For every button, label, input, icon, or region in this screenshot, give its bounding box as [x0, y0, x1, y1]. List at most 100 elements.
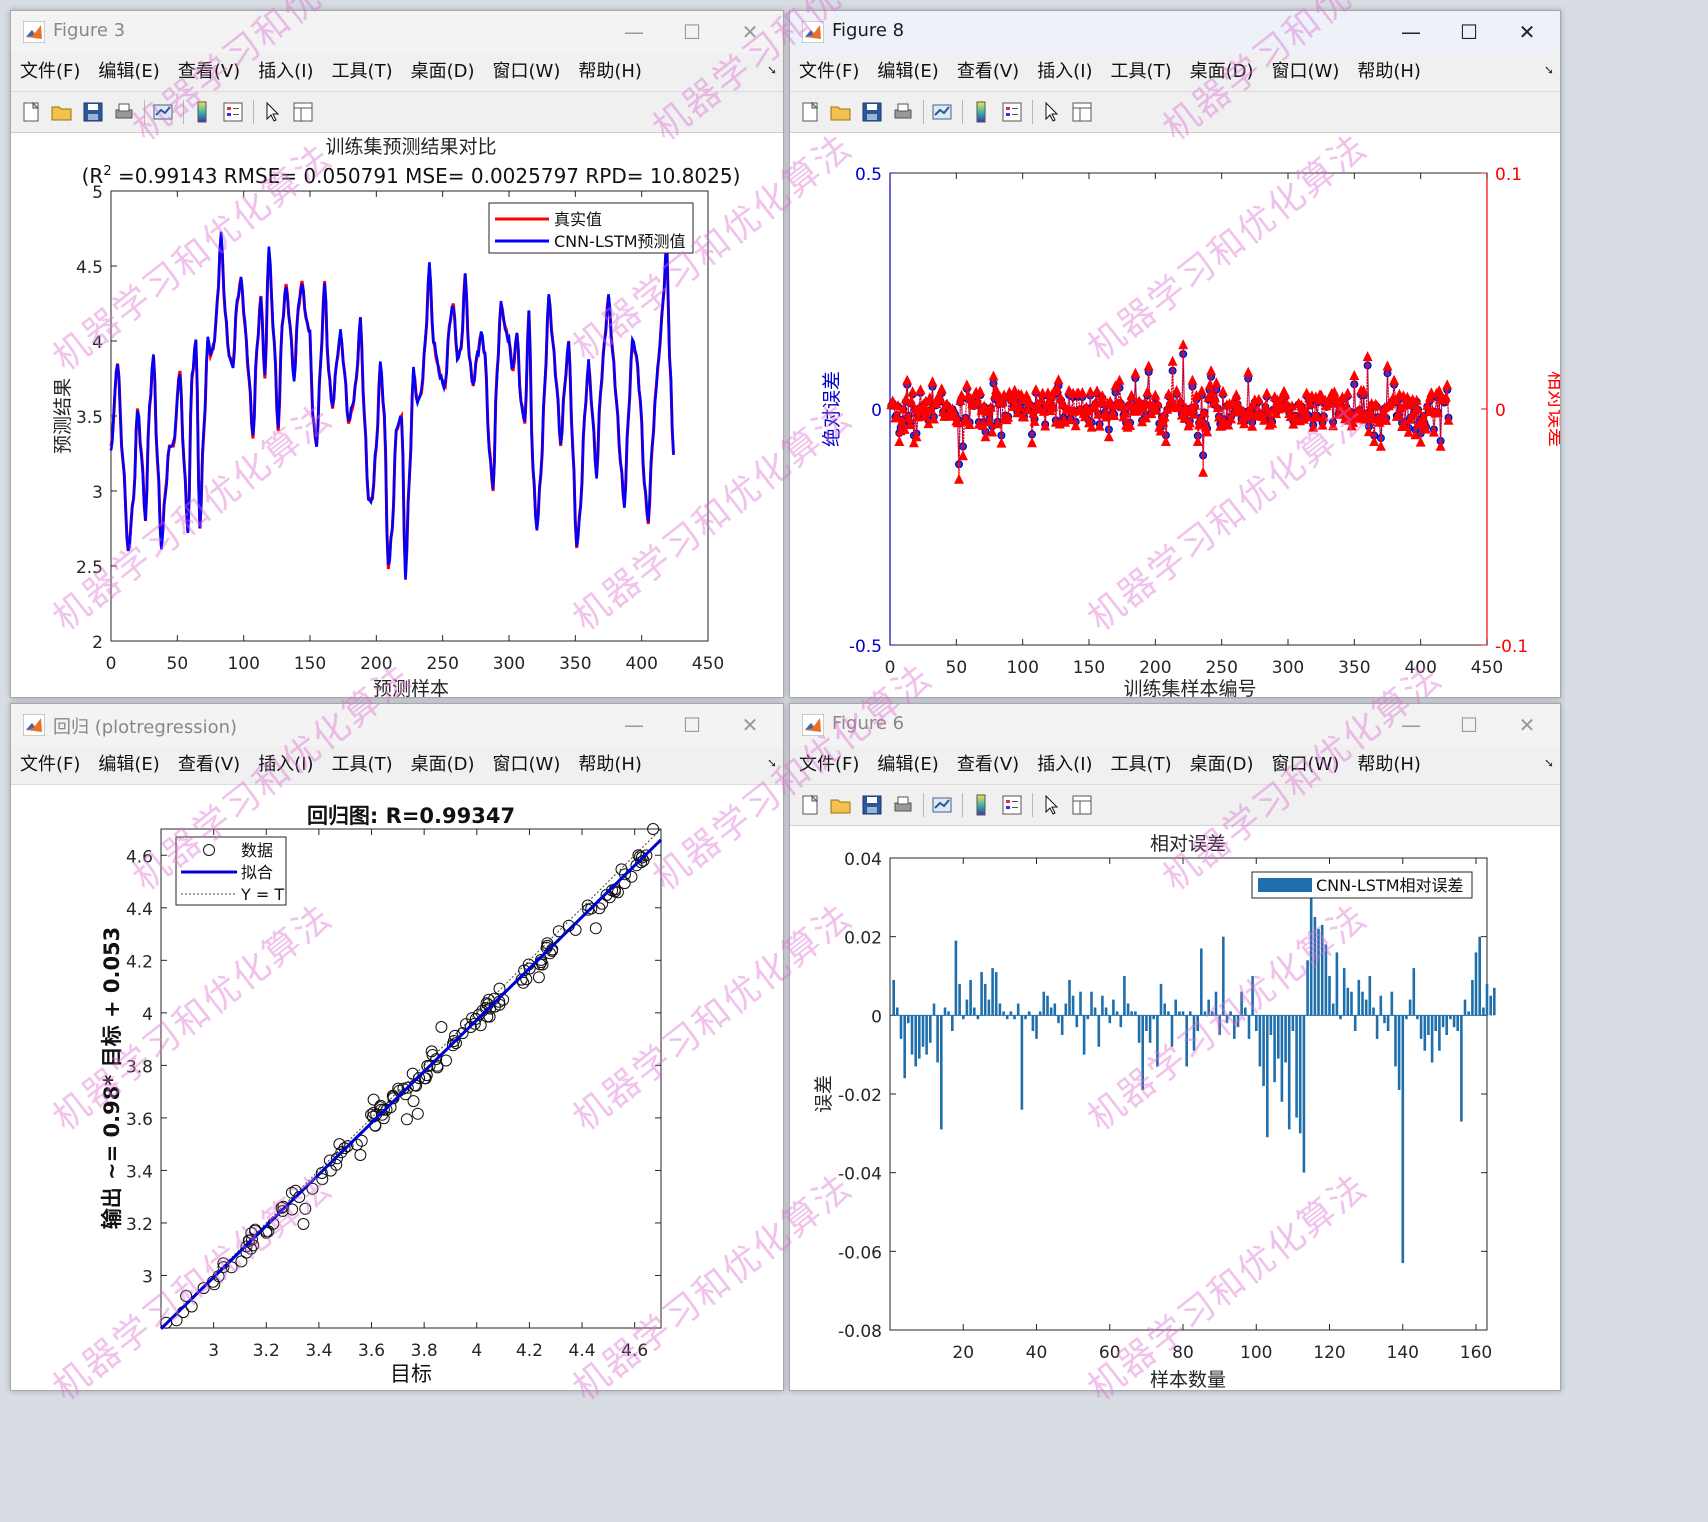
menu-item-7[interactable]: 帮助(H)	[1357, 61, 1421, 82]
print-icon[interactable]	[891, 100, 915, 124]
insert-colorbar-icon[interactable]	[969, 793, 993, 817]
title-bar[interactable]: Figure 8 — ☐ ✕	[790, 11, 1560, 53]
menu-item-7[interactable]: 帮助(H)	[578, 754, 642, 775]
insert-legend-icon[interactable]	[221, 100, 245, 124]
bar	[1108, 1015, 1112, 1024]
insert-colorbar-icon[interactable]	[190, 100, 214, 124]
menu-item-0[interactable]: 文件(F)	[20, 61, 81, 82]
menu-item-4[interactable]: 工具(T)	[1110, 61, 1172, 82]
legend[interactable]: 真实值 CNN-LSTM预测值	[488, 202, 694, 254]
figure6-axes[interactable]: 相对误差 20 40 60 80 100 120 140 160 -0.08 -0.06 -0.04 -…	[790, 826, 1560, 1390]
title-bar[interactable]: Figure 3 — ☐ ✕	[11, 11, 783, 53]
menu-item-0[interactable]: 文件(F)	[799, 61, 860, 82]
minimize-icon[interactable]: —	[624, 20, 644, 44]
print-icon[interactable]	[112, 100, 136, 124]
close-icon[interactable]: ✕	[1518, 713, 1536, 737]
x-axis-label: 目标	[390, 1362, 432, 1386]
maximize-icon[interactable]: ☐	[1460, 20, 1478, 44]
figure8-axes[interactable]: 0 50 100 150 200 250 300 350 400 450-0.500.5-0.10…	[790, 133, 1560, 697]
menu-item-7[interactable]: 帮助(H)	[1357, 754, 1421, 775]
menu-item-6[interactable]: 窗口(W)	[1271, 61, 1340, 82]
figure6-window[interactable]: Figure 6 — ☐ ✕ 文件(F) 编辑(E) 查看(V) 插入(I) 工具(T)…	[789, 703, 1561, 1391]
maximize-icon[interactable]: ☐	[1460, 713, 1478, 737]
maximize-icon[interactable]: ☐	[683, 713, 701, 737]
menu-item-0[interactable]: 文件(F)	[20, 754, 81, 775]
data-point	[180, 1290, 193, 1302]
menu-item-6[interactable]: 窗口(W)	[492, 754, 561, 775]
insert-legend-icon[interactable]	[1000, 100, 1024, 124]
link-plot-icon[interactable]	[930, 793, 954, 817]
figure3-window[interactable]: Figure 3 — ☐ ✕ 文件(F) 编辑(E) 查看(V) 插入(I) 工具(T)…	[10, 10, 784, 698]
menu-item-4[interactable]: 工具(T)	[1110, 754, 1172, 775]
save-icon[interactable]	[860, 793, 884, 817]
figure3-axes[interactable]: 训练集预测结果对比 (R2 =0.99143 RMSE= 0.050791 MSE…	[11, 133, 783, 697]
property-inspector-icon[interactable]	[1070, 793, 1094, 817]
menu-item-6[interactable]: 窗口(W)	[1271, 754, 1340, 775]
menu-item-5[interactable]: 桌面(D)	[410, 61, 475, 82]
open-file-icon[interactable]	[50, 100, 74, 124]
menu-item-2[interactable]: 查看(V)	[956, 61, 1020, 82]
regression-axes[interactable]: 回归图: R=0.99347 3 3.2 3.4 3.6 3.8 4 4.2 4.4 4.6 3 3.…	[11, 785, 783, 1389]
menu-item-5[interactable]: 桌面(D)	[410, 754, 475, 775]
close-icon[interactable]: ✕	[741, 713, 759, 737]
rel-error-point	[1178, 339, 1189, 350]
menu-item-0[interactable]: 文件(F)	[799, 754, 860, 775]
new-figure-icon[interactable]	[19, 100, 43, 124]
open-file-icon[interactable]	[829, 793, 853, 817]
minimize-icon[interactable]: —	[1401, 20, 1421, 44]
menu-item-4[interactable]: 工具(T)	[331, 754, 393, 775]
dock-arrow-icon[interactable]: ➘	[1543, 756, 1554, 770]
menu-item-2[interactable]: 查看(V)	[177, 754, 241, 775]
rel-error-point	[1329, 386, 1340, 397]
regression-window[interactable]: 回归 (plotregression) — ☐ ✕ 文件(F) 编辑(E) 查看(V…	[10, 703, 784, 1391]
open-file-icon[interactable]	[829, 100, 853, 124]
insert-legend-icon[interactable]	[1000, 793, 1024, 817]
menu-item-6[interactable]: 窗口(W)	[492, 61, 561, 82]
save-icon[interactable]	[81, 100, 105, 124]
insert-colorbar-icon[interactable]	[969, 100, 993, 124]
figure8-window[interactable]: Figure 8 — ☐ ✕ 文件(F) 编辑(E) 查看(V) 插入(I) 工具(T)…	[789, 10, 1561, 698]
minimize-icon[interactable]: —	[624, 713, 644, 737]
new-figure-icon[interactable]	[798, 793, 822, 817]
menu-item-2[interactable]: 查看(V)	[177, 61, 241, 82]
menu-item-3[interactable]: 插入(I)	[258, 754, 314, 775]
close-icon[interactable]: ✕	[741, 20, 759, 44]
dock-arrow-icon[interactable]: ➘	[766, 756, 777, 770]
data-point	[392, 1082, 405, 1095]
close-icon[interactable]: ✕	[1518, 20, 1536, 44]
menu-item-5[interactable]: 桌面(D)	[1189, 61, 1254, 82]
dock-arrow-icon[interactable]: ➘	[1543, 63, 1554, 77]
link-plot-icon[interactable]	[151, 100, 175, 124]
bar	[1419, 1015, 1423, 1039]
dock-arrow-icon[interactable]: ➘	[766, 63, 777, 77]
edit-plot-arrow-icon[interactable]	[1039, 100, 1063, 124]
property-inspector-icon[interactable]	[291, 100, 315, 124]
menu-item-1[interactable]: 编辑(E)	[877, 61, 939, 82]
rel-error-point	[1354, 404, 1365, 414]
menu-item-1[interactable]: 编辑(E)	[877, 754, 939, 775]
title-bar[interactable]: Figure 6 — ☐ ✕	[790, 704, 1560, 746]
legend[interactable]: CNN-LSTM相对误差	[1251, 871, 1473, 899]
edit-plot-arrow-icon[interactable]	[260, 100, 284, 124]
menu-item-4[interactable]: 工具(T)	[331, 61, 393, 82]
menu-item-3[interactable]: 插入(I)	[1037, 754, 1093, 775]
maximize-icon[interactable]: ☐	[683, 20, 701, 44]
menu-item-1[interactable]: 编辑(E)	[98, 754, 160, 775]
print-icon[interactable]	[891, 793, 915, 817]
menu-item-7[interactable]: 帮助(H)	[578, 61, 642, 82]
data-point	[430, 1053, 443, 1066]
property-inspector-icon[interactable]	[1070, 100, 1094, 124]
menu-item-1[interactable]: 编辑(E)	[98, 61, 160, 82]
menu-item-2[interactable]: 查看(V)	[956, 754, 1020, 775]
menu-item-3[interactable]: 插入(I)	[258, 61, 314, 82]
x-tick-label: 3	[208, 1341, 219, 1361]
edit-plot-arrow-icon[interactable]	[1039, 793, 1063, 817]
menu-item-3[interactable]: 插入(I)	[1037, 61, 1093, 82]
link-plot-icon[interactable]	[930, 100, 954, 124]
menu-item-5[interactable]: 桌面(D)	[1189, 754, 1254, 775]
new-figure-icon[interactable]	[798, 100, 822, 124]
title-bar[interactable]: 回归 (plotregression) — ☐ ✕	[11, 704, 783, 746]
minimize-icon[interactable]: —	[1401, 713, 1421, 737]
save-icon[interactable]	[860, 100, 884, 124]
